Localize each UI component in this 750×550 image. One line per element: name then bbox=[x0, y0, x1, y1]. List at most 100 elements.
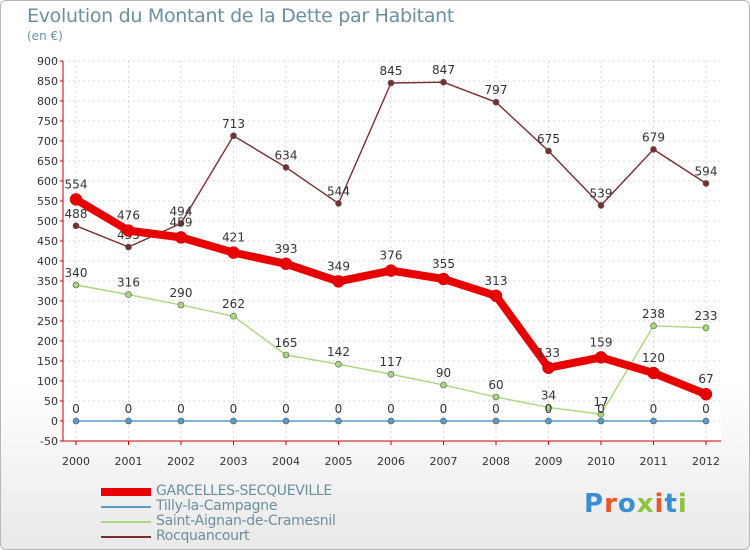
data-label: 713 bbox=[222, 117, 245, 131]
data-label: 340 bbox=[65, 266, 88, 280]
data-point bbox=[492, 98, 500, 106]
data-label: 634 bbox=[275, 148, 298, 162]
y-tick-label: 650 bbox=[37, 155, 58, 168]
data-point bbox=[597, 410, 605, 418]
legend-swatch bbox=[101, 488, 151, 496]
y-tick-label: 100 bbox=[37, 375, 58, 388]
data-label: 554 bbox=[65, 177, 88, 191]
legend-swatch bbox=[101, 521, 151, 523]
y-tick-label: 750 bbox=[37, 115, 58, 128]
legend-swatch bbox=[101, 536, 151, 538]
data-label: 133 bbox=[537, 346, 560, 360]
data-point bbox=[227, 246, 240, 259]
data-label: 476 bbox=[117, 209, 140, 223]
data-point bbox=[122, 224, 135, 237]
data-point bbox=[72, 222, 80, 230]
data-label: 0 bbox=[597, 402, 605, 416]
data-label: 262 bbox=[222, 297, 245, 311]
logo-letter: x bbox=[636, 489, 655, 519]
data-label: 488 bbox=[65, 207, 88, 221]
y-tick-label: 550 bbox=[37, 195, 58, 208]
x-tick-label: 2010 bbox=[587, 455, 615, 468]
y-tick-label: 250 bbox=[37, 315, 58, 328]
data-label: 0 bbox=[72, 402, 80, 416]
y-tick-label: 850 bbox=[37, 75, 58, 88]
logo-letter: r bbox=[604, 489, 618, 519]
data-point bbox=[597, 417, 605, 425]
y-tick-label: 0 bbox=[51, 415, 58, 428]
x-tick-label: 2009 bbox=[535, 455, 563, 468]
data-point bbox=[647, 366, 660, 380]
data-label: 539 bbox=[590, 186, 613, 200]
data-point bbox=[545, 404, 552, 411]
data-point bbox=[650, 322, 657, 330]
data-point bbox=[489, 289, 503, 303]
data-point bbox=[387, 370, 395, 378]
data-point bbox=[177, 301, 185, 309]
data-label: 421 bbox=[222, 231, 245, 245]
data-label: 290 bbox=[170, 286, 193, 300]
data-point bbox=[384, 264, 398, 277]
data-label: 60 bbox=[488, 378, 503, 392]
legend-swatch bbox=[101, 506, 151, 508]
data-point bbox=[699, 387, 713, 401]
data-point bbox=[597, 202, 605, 209]
data-point bbox=[125, 417, 132, 425]
chart-title: Evolution du Montant de la Dette par Hab… bbox=[27, 5, 455, 27]
data-label: 393 bbox=[275, 242, 298, 256]
data-label: 0 bbox=[545, 402, 553, 416]
logo-letter: P bbox=[584, 489, 605, 519]
x-tick-label: 2000 bbox=[62, 455, 90, 468]
data-label: 0 bbox=[125, 402, 133, 416]
data-label: 34 bbox=[541, 388, 556, 402]
data-point bbox=[545, 147, 552, 155]
data-point bbox=[230, 417, 237, 425]
x-tick-label: 2002 bbox=[167, 455, 195, 468]
data-point bbox=[387, 79, 395, 87]
y-tick-label: 150 bbox=[37, 355, 58, 368]
data-label: 847 bbox=[432, 63, 455, 77]
logo-letter: i bbox=[654, 489, 665, 519]
x-tick-label: 2012 bbox=[692, 455, 720, 468]
data-label: 0 bbox=[440, 402, 448, 416]
logo-letter: o bbox=[617, 489, 637, 519]
data-label: 376 bbox=[380, 249, 403, 263]
data-label: 675 bbox=[537, 132, 560, 146]
chart-subtitle: (en €) bbox=[27, 29, 63, 43]
data-point bbox=[230, 132, 237, 140]
data-label: 0 bbox=[230, 402, 238, 416]
y-tick-label: 800 bbox=[37, 95, 58, 108]
data-label: 494 bbox=[170, 204, 193, 218]
data-point bbox=[72, 281, 80, 289]
data-label: 313 bbox=[485, 274, 508, 288]
data-label: 594 bbox=[695, 164, 718, 178]
data-point bbox=[650, 417, 657, 425]
legend-label: Rocquancourt bbox=[156, 528, 250, 544]
data-point bbox=[279, 257, 293, 271]
data-point bbox=[282, 351, 290, 359]
data-point bbox=[650, 146, 657, 153]
data-label: 238 bbox=[642, 307, 665, 321]
data-point bbox=[335, 417, 342, 425]
logo-letter: i bbox=[677, 489, 688, 519]
data-point bbox=[332, 275, 345, 288]
data-point bbox=[492, 393, 500, 401]
data-label: 233 bbox=[695, 309, 718, 323]
data-label: 349 bbox=[327, 259, 350, 273]
legend-label: GARCELLES-SECQUEVILLE bbox=[156, 483, 332, 499]
data-point bbox=[125, 291, 132, 298]
data-label: 142 bbox=[327, 345, 350, 359]
data-label: 355 bbox=[432, 257, 455, 271]
data-point bbox=[282, 164, 290, 171]
logo-letter: t bbox=[664, 489, 678, 519]
data-point bbox=[440, 78, 447, 86]
data-point bbox=[492, 417, 500, 425]
data-point bbox=[72, 417, 80, 425]
x-tick-label: 2008 bbox=[482, 455, 510, 468]
data-label: 0 bbox=[282, 402, 290, 416]
y-tick-label: 600 bbox=[37, 175, 58, 188]
data-point bbox=[542, 361, 555, 375]
data-label: 159 bbox=[590, 335, 613, 349]
data-point bbox=[282, 417, 290, 425]
